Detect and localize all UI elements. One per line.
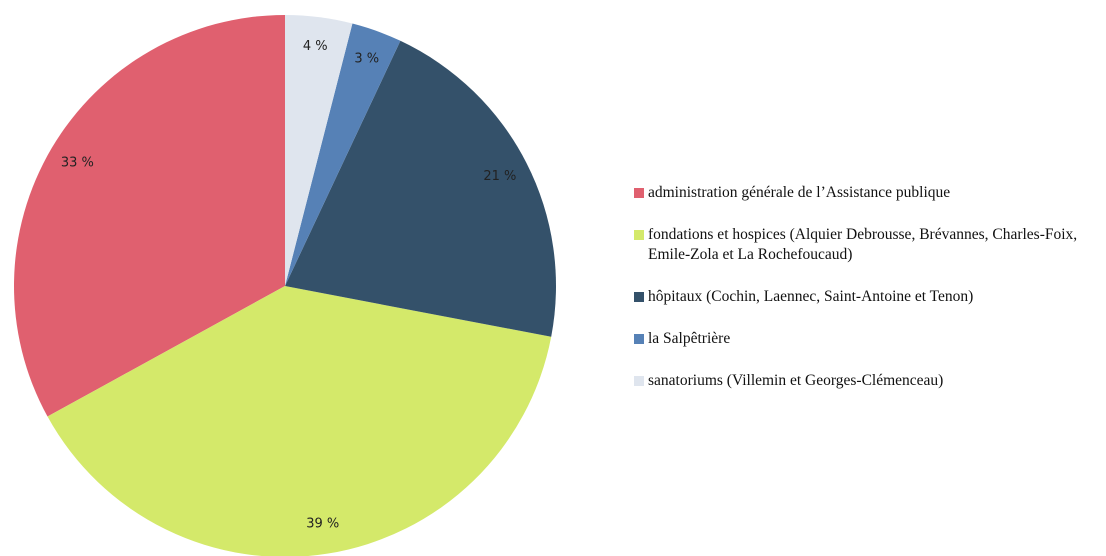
legend-label: hôpitaux (Cochin, Laennec, Saint-Antoine… xyxy=(648,288,974,305)
legend-item: sanatoriums (Villemin et Georges-Clémenc… xyxy=(634,371,1104,391)
legend-label: administration générale de l’Assistance … xyxy=(648,184,951,201)
data-label: 4 % xyxy=(303,39,328,54)
legend-label: sanatoriums (Villemin et Georges-Clémenc… xyxy=(648,372,944,389)
legend-label: la Salpêtrière xyxy=(648,330,731,347)
legend-swatch xyxy=(634,376,644,386)
legend-swatch xyxy=(634,292,644,302)
pie-slice xyxy=(13,15,285,417)
data-label: 33 % xyxy=(61,156,94,171)
pie-slice xyxy=(47,286,552,556)
legend-item: fondations et hospices (Alquier Debrouss… xyxy=(634,225,1104,265)
pie-slice xyxy=(285,40,557,337)
legend: administration générale de l’Assistance … xyxy=(634,183,1104,391)
legend-swatch xyxy=(634,188,644,198)
pie-slice xyxy=(285,15,353,286)
legend-item: administration générale de l’Assistance … xyxy=(634,183,1104,203)
pie-slice xyxy=(285,23,401,286)
legend-item: la Salpêtrière xyxy=(634,329,1104,349)
data-label: 39 % xyxy=(306,517,339,532)
data-label: 3 % xyxy=(354,52,379,67)
data-label: 21 % xyxy=(483,169,516,184)
legend-swatch xyxy=(634,334,644,344)
legend-swatch xyxy=(634,230,644,240)
legend-item: hôpitaux (Cochin, Laennec, Saint-Antoine… xyxy=(634,287,1104,307)
legend-label: fondations et hospices (Alquier Debrouss… xyxy=(648,226,1078,263)
